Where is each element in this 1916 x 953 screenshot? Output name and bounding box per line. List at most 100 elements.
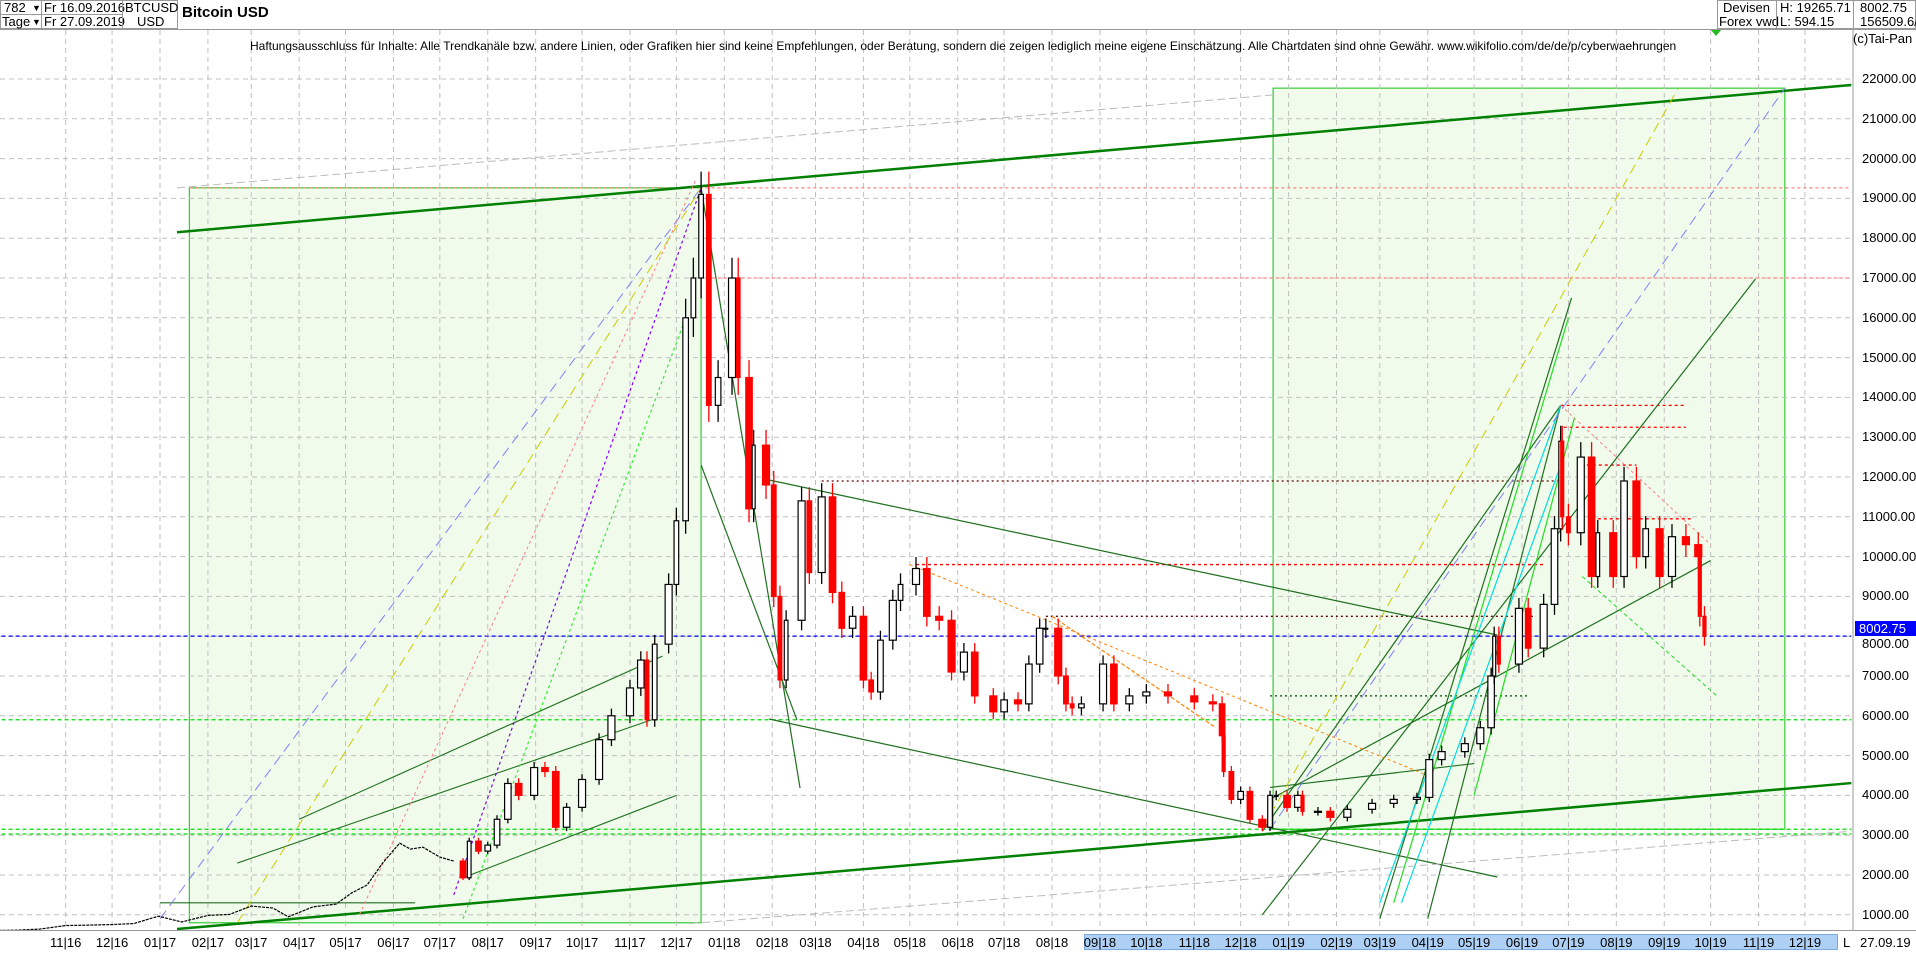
x-tick-label: 05|19: [1457, 935, 1491, 950]
x-tick-label: 08|17: [471, 935, 504, 950]
trend-line: [159, 187, 702, 920]
marker-triangle-icon: [1711, 30, 1721, 36]
trend-line: [1269, 762, 1475, 789]
candle-body: [1576, 456, 1585, 534]
trend-line: [1269, 87, 1786, 830]
period-unit-select[interactable]: Tage ▼: [0, 14, 42, 29]
trend-line: [1261, 405, 1562, 832]
candle-body: [1412, 796, 1421, 800]
x-axis[interactable]: 11|16 12|16 01|17 02|17 03|17 04|17 05|17 06|17…: [0, 930, 1916, 953]
x-tick-label: 09|18: [1083, 935, 1117, 950]
candle-body: [705, 193, 712, 406]
low-value: L: 594.15: [1780, 14, 1835, 29]
candle-body: [504, 782, 512, 820]
x-tick-label: 10|17: [565, 935, 599, 950]
market-cell: Devisen Forex vwd: [1717, 0, 1779, 29]
x-tick-label: 07|19: [1552, 935, 1585, 950]
candle-body: [673, 520, 680, 586]
x-tick-label: 03|19: [1363, 935, 1396, 950]
disclaimer: Haftungsausschluss für Inhalte: Alle Tre…: [250, 39, 1677, 53]
candle-body: [1595, 532, 1601, 578]
chart-title: Bitcoin USD: [182, 4, 269, 21]
candle-body: [859, 615, 868, 681]
candle-body: [1221, 735, 1226, 773]
y-tick-label: 6000.00: [1862, 707, 1909, 723]
y-tick-label: 10000.00: [1862, 548, 1916, 564]
candle-body: [475, 840, 482, 852]
trend-line: [236, 187, 702, 924]
high-value: H: 19265.71: [1780, 0, 1851, 15]
candle-body: [714, 376, 722, 406]
candle-body: [1110, 663, 1118, 705]
candle-body: [1313, 810, 1323, 813]
market: Devisen: [1723, 0, 1770, 15]
x-tick-label: 12|16: [95, 935, 129, 950]
trend-line: [298, 655, 663, 820]
y-tick-label: 14000.00: [1862, 389, 1916, 405]
candle-body: [1035, 627, 1044, 665]
candle-body: [828, 496, 837, 594]
candle-body: [1702, 615, 1707, 637]
copyright: (c)Tai-Pan: [1853, 31, 1913, 46]
candle-body: [1300, 794, 1305, 812]
candle-body: [947, 619, 956, 673]
candle-body: [1063, 675, 1069, 705]
candle-body: [1437, 751, 1446, 761]
candle-body: [989, 695, 998, 713]
candle-body: [562, 806, 571, 828]
candle-body: [806, 500, 813, 574]
candle-body: [751, 444, 756, 510]
candle-body: [888, 599, 897, 641]
y-tick-label: 22000.00: [1862, 71, 1916, 86]
candle-body: [1642, 528, 1650, 558]
date-to-field[interactable]: Fr 27.09.2019: [41, 14, 125, 29]
x-tick-label: 10|18: [1130, 935, 1163, 950]
y-tick-label: 20000.00: [1862, 150, 1916, 166]
candle-body: [935, 615, 944, 621]
candle-body: [1098, 663, 1108, 705]
trend-line: [768, 479, 1498, 636]
candle-body: [770, 484, 777, 597]
candle-body: [777, 595, 783, 681]
chevron-down-icon: ▼: [32, 3, 41, 13]
period-count-select[interactable]: 782 ▼: [0, 0, 42, 15]
candle-body: [1632, 480, 1641, 558]
candle-body: [690, 277, 697, 319]
y-tick-label: 4000.00: [1862, 787, 1909, 803]
candle-body: [1487, 675, 1495, 729]
candle-body: [682, 317, 690, 522]
visible-range-selection[interactable]: [1084, 934, 1838, 950]
x-tick-label: 03|18: [799, 935, 832, 950]
candle-body: [1389, 798, 1398, 804]
candle-body: [1694, 544, 1703, 558]
price-line: [0, 842, 454, 931]
candle-body: [1283, 794, 1291, 808]
candle-body: [838, 591, 846, 629]
chart-header: 782 ▼ Tage ▼ Fr 16.09.2016 Fr 27.09.2019…: [0, 0, 1916, 30]
symbol-cell: BTCUSD USD: [122, 0, 178, 29]
candle-body: [698, 193, 705, 279]
candle-body: [735, 277, 741, 379]
trend-line: [462, 794, 677, 879]
candle-body: [1267, 794, 1273, 828]
y-tick-label: 2000.00: [1862, 867, 1909, 882]
date-from-field[interactable]: Fr 16.09.2016: [41, 0, 125, 15]
candle-body: [1697, 555, 1702, 617]
x-tick-label: 11|18: [1178, 935, 1210, 950]
x-tick-label: 01|17: [143, 935, 177, 950]
candle-body: [644, 659, 650, 721]
candle-body: [1550, 528, 1559, 605]
candle-body: [1237, 790, 1245, 800]
trend-line: [768, 718, 1498, 878]
candle-body: [493, 818, 501, 846]
x-tick-label: 05|18: [893, 935, 926, 950]
x-tick-label: 06|19: [1505, 935, 1539, 950]
trend-line: [1393, 317, 1569, 904]
trend-line: [690, 830, 1852, 925]
candle-body: [607, 715, 616, 741]
candle-body: [1560, 440, 1565, 518]
y-tick-label: 8000.00: [1862, 636, 1909, 652]
candle-body: [783, 619, 789, 681]
scale-mode[interactable]: L: [1843, 935, 1851, 950]
